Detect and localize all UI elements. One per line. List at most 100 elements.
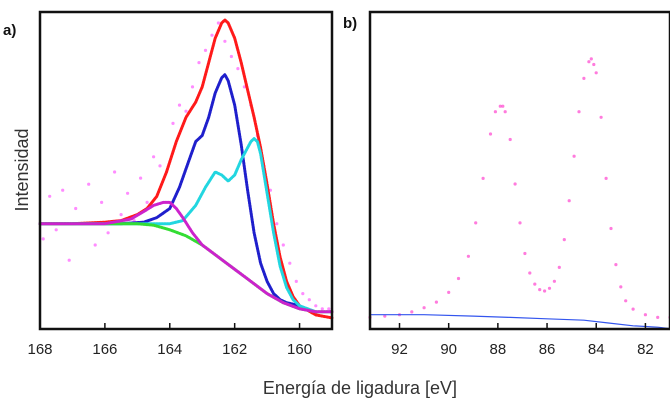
x-axis-label: Energía de ligadura [eV] [263,378,457,398]
panel-b-x-ticks: 92 90 88 86 84 82 [391,323,654,358]
panel-a-data-point [61,188,65,192]
panel-a-data-point [93,243,97,247]
y-axis-label: Intensidad [12,128,32,211]
panel-b-data-point [552,279,557,283]
panel-b-tick-label: 90 [440,341,457,358]
panel-a-data-point [307,298,311,302]
panel-a-data-point [139,176,143,180]
panel-b-data-point [410,310,414,314]
panel-a-data-point [100,200,104,204]
panel-a-tick-label: 168 [27,341,52,358]
panel-b-tick-label: 82 [637,341,654,358]
panel-b-data-point [434,300,438,304]
panel-a-data-point [216,21,220,25]
panel-a-data-point [288,261,292,265]
panel-a-data-point [126,191,130,195]
panel-a-data-point [87,182,91,186]
panel-b-data-point [447,290,451,294]
panel-a-series-line-5 [38,200,334,314]
panel-a-data-point [74,206,78,211]
panel-b-data-point [488,132,493,136]
panel-a-series-line-4 [38,222,334,314]
panel-b-data-point [481,176,485,180]
panel-b-data-point [656,315,660,319]
panel-b-data-point [567,199,571,203]
panel-a-data-point [113,170,117,174]
panel-a-label: a) [3,22,16,39]
panel-b-data-point [523,251,527,256]
panel-b-data-point [547,286,552,290]
panel-b-data-point [624,299,628,303]
panel-b-data-point [456,276,461,281]
panel-b-data-point [587,60,591,64]
panel-a: a) 168 166 164 162 160 [3,10,334,358]
panel-b-data-point [592,62,596,67]
panel-a-data-point [275,222,279,226]
panel-b-data-point [582,76,586,80]
panel-b: b) 92 90 88 86 84 82 [343,10,670,358]
panel-b-data-point [493,110,497,114]
panel-a-x-ticks: 168 166 164 162 160 [27,323,312,358]
panel-a-data-point [41,237,45,241]
panel-a-data-point [301,292,305,296]
panel-a-data-point [177,103,182,107]
panel-a-data-point [294,279,298,283]
panel-b-data-point [518,221,522,225]
panel-a-data-point [106,231,110,235]
panel-a-series-line-3 [38,137,318,314]
panel-b-plot-area [368,57,670,330]
panel-b-data-point [508,137,512,142]
panel-a-data-point [314,304,318,308]
panel-b-data-point [557,265,561,269]
panel-b-label: b) [343,15,357,32]
panel-a-data-point [48,194,52,198]
panel-a-plot-area [38,18,334,320]
panel-b-data-point [604,176,608,180]
panel-b-tick-label: 84 [588,341,605,358]
panel-b-data-point [562,238,566,242]
panel-a-tick-label: 166 [92,341,117,358]
panel-b-tick-label: 92 [391,341,408,358]
panel-b-data-point [498,104,502,108]
panel-b-data-point [619,285,623,289]
panel-b-frame [368,10,670,331]
panel-a-data-point [327,307,331,311]
panel-a-data-point [119,213,123,217]
panel-b-data-point [422,306,426,310]
panel-b-data-point [609,226,613,231]
panel-a-data-point [67,258,71,262]
panel-a-data-point [197,61,201,65]
panel-a-frame [38,10,334,331]
panel-b-tick-label: 86 [539,341,556,358]
panel-b-data-point [533,282,537,286]
panel-a-data-point [229,54,233,59]
panel-a-data-point [210,33,214,37]
panel-b-data-point [474,221,478,225]
panel-b-data-point [594,71,598,75]
panel-b-data-point [543,289,547,293]
panel-a-data-point [158,164,162,168]
panel-a-data-point [320,307,324,311]
panel-b-data-point [538,288,542,292]
panel-a-data-point [145,200,149,204]
panel-b-data-point [501,104,505,108]
panel-a-data-point [171,121,175,125]
panel-b-data-point [577,110,581,114]
panel-a-data-point [184,109,188,113]
panel-a-data-point [281,243,285,247]
panel-b-data-point [643,313,648,317]
panel-b-data-point [572,154,576,158]
panel-b-data-point [503,110,507,114]
panel-a-data-point [54,228,58,232]
panel-a-series-line-2 [38,73,302,308]
panel-a-data-point [223,39,227,43]
panel-b-data-point [614,263,618,267]
panel-a-tick-label: 160 [287,341,312,358]
panel-b-data-point [466,254,470,258]
panel-b-data-point [589,57,593,61]
panel-a-data-point [190,85,195,89]
panel-b-data-point [513,182,517,186]
panel-a-data-point [152,155,156,159]
panel-a-data-point [203,48,208,53]
